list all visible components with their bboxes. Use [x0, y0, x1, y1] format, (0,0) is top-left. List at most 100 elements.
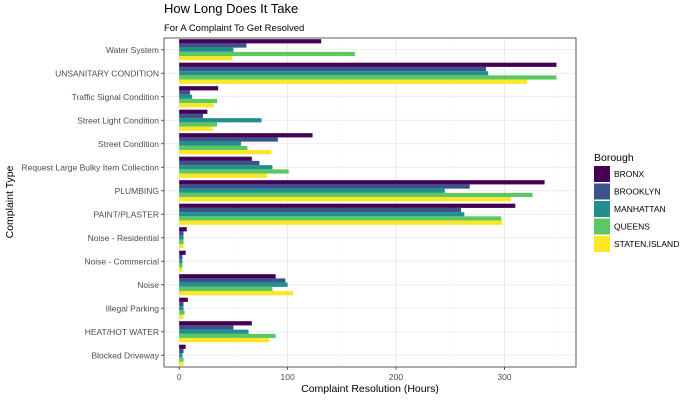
legend: Borough BRONX BROOKLYN MANHATTAN QUEENS STAT… — [594, 152, 679, 252]
legend-label: BRONX — [614, 169, 645, 179]
y-tick-label: PAINT/PLASTER — [94, 209, 160, 219]
legend-title: Borough — [594, 152, 634, 164]
bar — [179, 274, 276, 279]
y-tick-label: Street Light Condition — [77, 115, 159, 125]
bar — [179, 244, 184, 249]
x-tick-label: 300 — [497, 372, 511, 382]
legend-swatch — [594, 166, 610, 182]
y-tick-label: Illegal Parking — [106, 303, 160, 313]
y-tick-label: Request Large Bulky Item Collection — [22, 162, 160, 172]
bar — [179, 122, 218, 127]
bar — [179, 94, 193, 99]
bar — [179, 353, 183, 358]
bar — [179, 301, 184, 307]
bar — [179, 250, 186, 255]
bar — [179, 66, 487, 72]
legend-swatch — [594, 183, 610, 200]
y-tick-label: Noise - Residential — [88, 233, 159, 243]
bar — [179, 86, 219, 91]
x-tick-label: 0 — [177, 372, 182, 382]
bar — [179, 267, 183, 272]
bar — [179, 344, 186, 349]
bar — [179, 231, 184, 236]
bar — [179, 357, 184, 362]
legend-swatch — [594, 218, 610, 235]
x-tick-label: 200 — [389, 372, 403, 382]
bars — [179, 39, 557, 366]
bar — [179, 165, 273, 170]
bar — [179, 62, 557, 67]
bar — [179, 51, 355, 57]
bar — [179, 310, 185, 315]
x-axis: 0 100 200 300 — [177, 367, 512, 382]
bar — [179, 71, 489, 76]
bar — [179, 239, 184, 245]
bar — [179, 333, 276, 339]
y-tick-label: Street Condition — [98, 139, 159, 149]
bar — [179, 184, 470, 189]
bar — [179, 235, 184, 240]
bar — [179, 75, 557, 80]
legend-label: MANHATTAN — [614, 204, 666, 214]
bar — [179, 141, 241, 146]
legend-label: QUEENS — [614, 222, 650, 232]
bar — [179, 325, 234, 330]
y-tick-label: Noise - Commercial — [84, 256, 159, 266]
bar — [179, 338, 270, 343]
y-axis: Water System UNSANITARY CONDITION Traffic … — [22, 45, 164, 360]
y-tick-label: Noise — [137, 280, 159, 290]
bar — [179, 361, 184, 366]
bar — [179, 207, 462, 213]
chart-title: How Long Does It Take — [164, 1, 298, 16]
bar — [179, 321, 252, 326]
bar — [179, 47, 234, 52]
bar — [179, 90, 191, 95]
bar — [179, 348, 184, 354]
bar — [179, 43, 247, 48]
bar — [179, 188, 445, 193]
bar — [179, 160, 260, 166]
bar — [179, 329, 249, 334]
y-tick-label: PLUMBING — [115, 186, 159, 196]
y-tick-label: Blocked Driveway — [91, 350, 159, 360]
bar — [179, 137, 278, 142]
bar — [179, 169, 289, 174]
legend-label: BROOKLYN — [614, 187, 661, 197]
bar — [179, 254, 183, 260]
y-tick-label: UNSANITARY CONDITION — [55, 68, 159, 78]
x-axis-title: Complaint Resolution (Hours) — [301, 383, 439, 395]
y-axis-title: Complaint Type — [4, 165, 16, 238]
bar — [179, 133, 313, 138]
x-tick-label: 100 — [281, 372, 295, 382]
bar — [179, 39, 322, 44]
panel-border — [163, 37, 577, 368]
bar — [179, 286, 273, 292]
bar — [179, 314, 184, 319]
bar — [179, 297, 188, 302]
bar — [179, 216, 502, 221]
legend-swatch — [594, 201, 610, 217]
bar — [179, 197, 511, 202]
legend-label: STATEN.ISLAND — [614, 239, 679, 249]
bar — [179, 278, 286, 283]
bar — [179, 220, 503, 225]
bar — [179, 109, 208, 114]
bar — [179, 180, 545, 185]
bar — [179, 150, 272, 155]
y-tick-label: Water System — [106, 45, 159, 55]
bar — [179, 306, 184, 311]
bar — [179, 113, 204, 119]
bar — [179, 212, 465, 217]
bar — [179, 259, 183, 264]
legend-swatch — [594, 236, 610, 252]
bar — [179, 98, 218, 104]
bar — [179, 103, 214, 108]
bar — [179, 156, 252, 161]
chart-subtitle: For A Complaint To Get Resolved — [164, 23, 304, 34]
y-tick-label: Traffic Signal Condition — [72, 92, 160, 102]
bar — [179, 79, 528, 84]
bar — [179, 203, 516, 208]
y-tick-label: HEAT/HOT WATER — [85, 327, 159, 337]
bar — [179, 126, 213, 131]
